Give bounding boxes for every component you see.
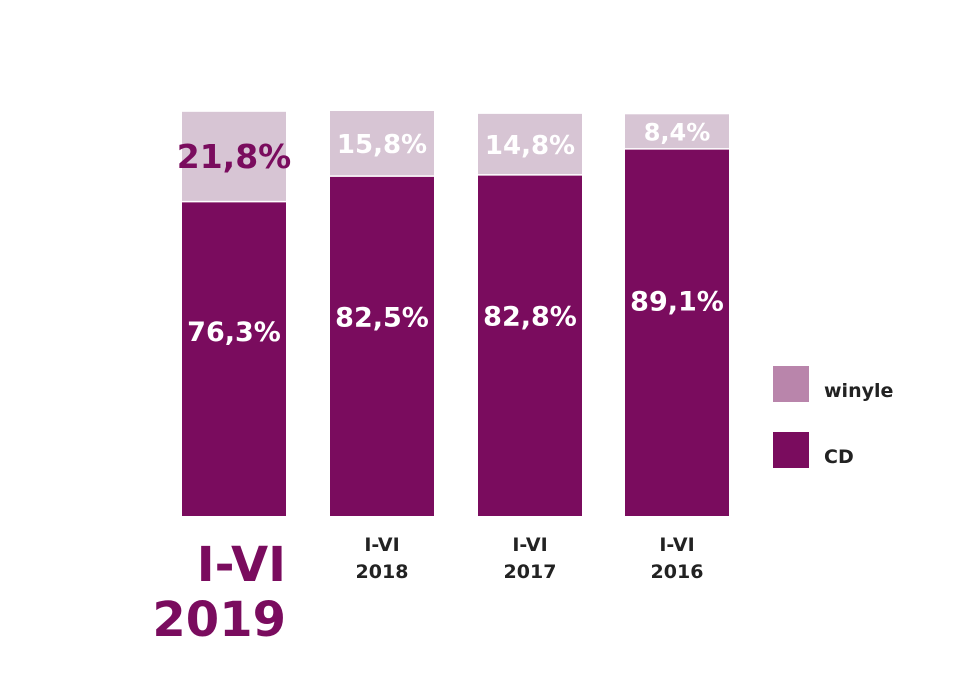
bar-winyle-2019: [182, 111, 286, 202]
legend: winyle CD: [773, 366, 893, 468]
value-labels-group: 76,3% 21,8% 82,5% 15,8% 82,8% 14,8% 89,1% 8,4%: [177, 119, 724, 349]
category-label-period-2017: I-VI: [512, 534, 547, 556]
value-label-cd-2017: 82,8%: [483, 302, 577, 333]
value-label-winyle-2016: 8,4%: [644, 119, 711, 147]
legend-swatch-winyle: [773, 366, 809, 402]
legend-swatch-cd: [773, 432, 809, 468]
value-label-cd-2019: 76,3%: [187, 317, 281, 348]
legend-label-cd: CD: [824, 446, 854, 468]
category-label-period-2018: I-VI: [364, 534, 399, 556]
bar-cd-2016: [625, 148, 729, 516]
value-label-cd-2016: 89,1%: [630, 287, 724, 318]
category-label-year-2018: 2018: [356, 561, 409, 583]
bar-winyle-2018: [330, 111, 434, 177]
bars-group: [182, 111, 729, 517]
category-label-period-2019: I-VI: [197, 537, 286, 593]
bar-cd-2018: [330, 176, 434, 516]
legend-label-winyle: winyle: [824, 380, 893, 402]
category-label-period-2016: I-VI: [659, 534, 694, 556]
bar-winyle-2017: [478, 113, 582, 175]
bar-winyle-2016: [625, 114, 729, 149]
value-label-winyle-2018: 15,8%: [337, 130, 427, 160]
bar-cd-2017: [478, 174, 582, 516]
category-label-year-2016: 2016: [651, 561, 704, 583]
category-label-year-2019: 2019: [152, 592, 286, 648]
value-label-winyle-2019: 21,8%: [177, 137, 292, 176]
category-label-year-2017: 2017: [504, 561, 557, 583]
bar-cd-2019: [182, 201, 286, 517]
value-label-cd-2018: 82,5%: [335, 302, 429, 333]
value-label-winyle-2017: 14,8%: [485, 131, 575, 161]
